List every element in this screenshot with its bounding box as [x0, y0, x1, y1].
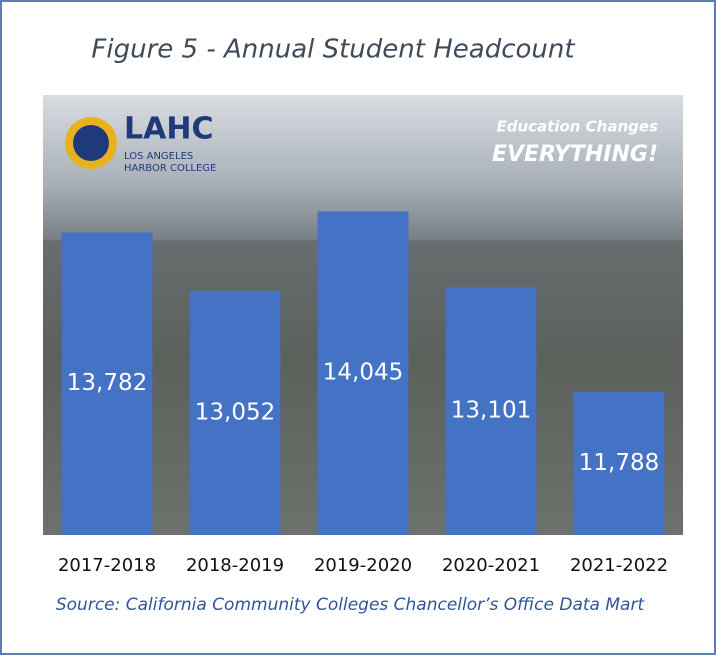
slogan: Education Changes [496, 118, 658, 136]
logo-subtext: HARBOR COLLEGE [124, 163, 216, 174]
data-label: 13,782 [67, 370, 147, 396]
data-label: 13,101 [451, 397, 531, 423]
x-tick-label: 2019-2020 [314, 555, 412, 576]
chart-title: Figure 5 - Annual Student Headcount [91, 35, 575, 65]
slogan: EVERYTHING! [492, 142, 658, 167]
source-note: Source: California Community Colleges Ch… [56, 595, 646, 615]
x-tick-label: 2021-2022 [570, 555, 668, 576]
logo-emblem-inner [73, 125, 109, 161]
logo-text: LAHC [124, 112, 213, 147]
x-tick-label: 2018-2019 [186, 555, 284, 576]
logo-subtext: LOS ANGELES [124, 151, 193, 162]
x-tick-label: 2017-2018 [58, 555, 156, 576]
data-label: 11,788 [579, 450, 659, 476]
chart: Figure 5 - Annual Student Headcount LAHC… [0, 0, 716, 655]
x-tick-label: 2020-2021 [442, 555, 540, 576]
data-label: 13,052 [195, 399, 275, 425]
data-label: 14,045 [323, 360, 403, 386]
